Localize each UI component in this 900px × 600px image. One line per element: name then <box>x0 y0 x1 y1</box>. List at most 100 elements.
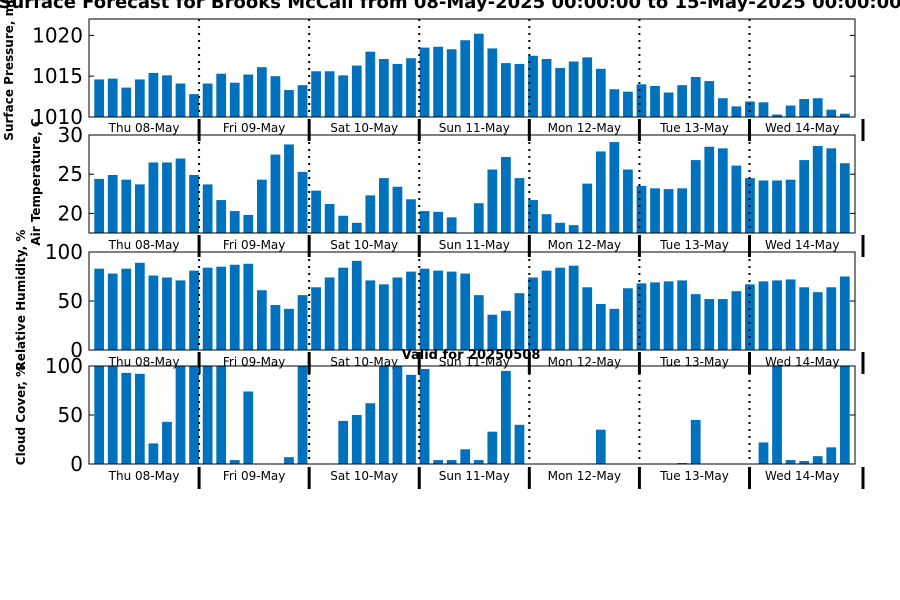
bar <box>243 263 254 350</box>
bar <box>338 420 349 464</box>
y-axis-label: Surface Pressure, mb <box>2 0 16 141</box>
bar <box>785 105 796 117</box>
bar <box>189 270 199 350</box>
bar <box>134 79 145 117</box>
bar <box>229 82 240 117</box>
bar <box>351 260 362 350</box>
day-label: Mon 12-May <box>548 238 622 252</box>
bar <box>311 190 321 233</box>
bar <box>595 68 606 117</box>
y-tick-label: 0 <box>70 338 83 362</box>
bar <box>107 78 118 117</box>
bar <box>541 59 552 117</box>
bar <box>663 92 674 117</box>
bar <box>433 211 443 233</box>
bar <box>785 179 796 233</box>
day-label: Sun 11-May <box>439 469 510 483</box>
bar <box>839 163 850 233</box>
bar <box>812 98 823 117</box>
panel-3: 0 50 100 Relative Humidity, % Thu 08-May Fri … <box>14 230 865 374</box>
axes-frame <box>88 18 856 118</box>
bar <box>677 280 688 350</box>
bar <box>284 90 294 117</box>
bar <box>256 179 267 233</box>
bar <box>94 366 105 464</box>
bar <box>690 160 701 233</box>
bar <box>663 281 674 350</box>
bar <box>799 461 810 464</box>
bar <box>745 284 755 350</box>
bar <box>473 460 484 464</box>
bar <box>555 267 565 350</box>
bar <box>731 291 742 350</box>
bar <box>175 366 186 464</box>
bar <box>636 84 647 117</box>
panel-1: 1010 1015 1020 Surface Pressure, mb Thu 08-M… <box>2 0 865 141</box>
day-label: Mon 12-May <box>548 121 622 135</box>
bar <box>785 460 796 464</box>
bar <box>419 47 430 117</box>
bar <box>379 59 389 117</box>
bar <box>541 270 552 350</box>
bar <box>623 288 633 350</box>
bar <box>609 142 620 233</box>
bar <box>162 421 172 464</box>
bar <box>284 457 294 464</box>
bar <box>121 372 132 464</box>
day-label: Wed 14-May <box>765 469 839 483</box>
bar <box>229 460 240 464</box>
bar <box>514 178 525 233</box>
y-tick-label: 50 <box>58 289 83 313</box>
bar <box>826 148 837 233</box>
bar <box>324 203 335 233</box>
bar <box>690 294 701 350</box>
bar <box>636 185 647 233</box>
y-tick-label: 30 <box>58 123 83 147</box>
bar <box>297 85 308 117</box>
bar <box>94 268 105 350</box>
bar <box>473 33 484 118</box>
bar <box>107 174 118 233</box>
bar <box>406 199 416 233</box>
bar <box>623 91 633 117</box>
bar <box>148 275 159 350</box>
bar <box>297 171 308 233</box>
bar <box>243 74 254 117</box>
bar <box>514 63 525 117</box>
bar <box>94 79 105 117</box>
bar <box>555 68 565 117</box>
day-label: Tue 13-May <box>659 355 729 369</box>
day-label: Sat 10-May <box>330 238 398 252</box>
bar <box>256 290 267 350</box>
bar <box>501 370 511 464</box>
bar <box>446 217 457 233</box>
day-label: Thu 08-May <box>108 469 180 483</box>
bar <box>433 460 443 464</box>
bar <box>473 295 484 350</box>
bar <box>406 374 416 464</box>
bar <box>650 282 660 350</box>
bar <box>419 211 430 233</box>
bar <box>758 281 769 350</box>
bar <box>717 98 728 117</box>
day-label: Thu 08-May <box>108 238 180 252</box>
bar <box>243 214 254 233</box>
day-label: Mon 12-May <box>548 469 622 483</box>
bar <box>799 99 810 117</box>
bar <box>446 460 457 464</box>
bar <box>162 277 172 350</box>
bar <box>338 75 349 117</box>
bar <box>677 85 688 117</box>
y-axis-label: Cloud Cover, % <box>14 365 28 465</box>
bar <box>351 222 362 233</box>
bar <box>311 287 321 350</box>
day-label: Thu 08-May <box>108 121 180 135</box>
day-label: Thu 08-May <box>108 355 180 369</box>
bar <box>256 67 267 117</box>
panel-4: 0 50 100 Cloud Cover, % Thu 08-May Fri 09-May… <box>14 354 865 489</box>
bar <box>148 162 159 233</box>
bar <box>216 266 227 350</box>
bar <box>690 76 701 117</box>
bar <box>202 366 213 464</box>
